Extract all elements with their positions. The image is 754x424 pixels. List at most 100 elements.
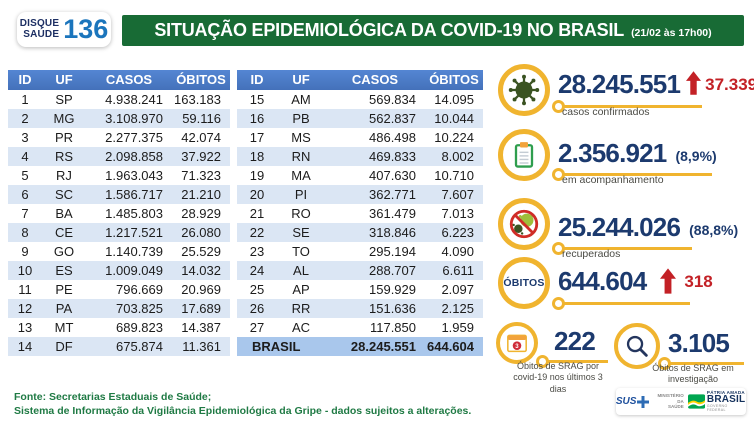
- cell-uf: RN: [291, 149, 311, 164]
- monitoring-number-row: 2.356.921 (8,9%): [558, 140, 717, 166]
- recovered-pct: (88,8%): [689, 222, 739, 238]
- cell-casos: 2.098.858: [105, 149, 163, 164]
- cell-obitos: 37.922: [181, 149, 221, 164]
- cell-uf: GO: [53, 244, 75, 259]
- cell-uf: AC: [291, 320, 311, 335]
- column-header: ID: [250, 72, 264, 87]
- recovered-label: recuperados: [562, 248, 621, 260]
- cell-obitos: 8.002: [441, 149, 474, 164]
- table-row: 11 PE 796.669 20.969: [8, 280, 230, 299]
- cell-id: 10: [17, 263, 33, 278]
- total-label: BRASIL: [252, 339, 301, 354]
- cell-casos: 151.636: [369, 301, 416, 316]
- cell-casos: 1.009.049: [105, 263, 163, 278]
- table-row: 8 CE 1.217.521 26.080: [8, 223, 230, 242]
- recovered-number-row: 25.244.026 (88,8%): [558, 214, 738, 240]
- cell-uf: PA: [55, 301, 73, 316]
- table-row: 18 RN 469.833 8.002: [237, 147, 483, 166]
- cell-id: 1: [21, 92, 29, 107]
- cell-uf: PR: [54, 130, 74, 145]
- cell-casos: 288.707: [369, 263, 416, 278]
- cell-obitos: 6.223: [441, 225, 474, 240]
- cell-casos: 1.485.803: [105, 206, 163, 221]
- clipboard-icon-glyph: [514, 142, 534, 168]
- cell-obitos: 14.032: [181, 263, 221, 278]
- srag-deaths-label: Óbitos de SRAG por covid-19 nos últimos …: [513, 361, 603, 394]
- clipboard-icon: [498, 129, 550, 181]
- cell-id: 9: [21, 244, 29, 259]
- monitoring-value: 2.356.921: [558, 138, 667, 168]
- column-header: ÓBITOS: [176, 72, 226, 87]
- cell-obitos: 21.210: [181, 187, 221, 202]
- cell-obitos: 26.080: [181, 225, 221, 240]
- cell-casos: 295.194: [369, 244, 416, 259]
- brasil-brand-text: PÁTRIA AMADA BRASIL GOVERNO FEDERAL: [706, 389, 746, 413]
- cell-id: 4: [21, 149, 29, 164]
- cell-id: 7: [21, 206, 29, 221]
- brand-top-label: PÁTRIA AMADA: [706, 389, 745, 395]
- cell-uf: MT: [54, 320, 74, 335]
- table-row: 16 PB 562.837 10.044: [237, 109, 483, 128]
- cell-obitos: 163.183: [174, 92, 221, 107]
- cell-id: 11: [18, 282, 32, 297]
- srag-investigation-number-row: 3.105: [668, 328, 730, 358]
- table-row: 17 MS 486.498 10.224: [237, 128, 483, 147]
- deaths-delta: 318: [684, 272, 713, 291]
- cell-casos: 1.140.739: [105, 244, 163, 259]
- cell-casos: 3.108.970: [105, 111, 163, 126]
- underline-monitoring: [552, 168, 712, 181]
- stat-srag-deaths: 3 222 Óbitos de SRAG por covid-19 nos úl…: [496, 318, 614, 394]
- table-row: 6 SC 1.586.717 21.210: [8, 185, 230, 204]
- cell-uf: AL: [293, 263, 309, 278]
- srag-investigation-value: 3.105: [668, 328, 730, 358]
- government-logos: SUS MINISTÉRIO DA SAÚDE PÁTRIA AMADA BRA…: [616, 388, 746, 415]
- deaths-number-row: 644.604 318: [558, 268, 713, 294]
- table-row: 21 RO 361.479 7.013: [237, 204, 483, 223]
- stat-srag-investigation: 3.105 Óbitos de SRAG em investigação: [612, 318, 754, 390]
- column-header: ÓBITOS: [429, 72, 479, 87]
- cell-uf: CE: [54, 225, 74, 240]
- cell-id: 5: [21, 168, 29, 183]
- table-row: 5 RJ 1.963.043 71.323: [8, 166, 230, 185]
- sus-logo: SUS: [616, 395, 650, 408]
- brasil-brand-logo: PÁTRIA AMADA BRASIL GOVERNO FEDERAL: [687, 389, 746, 413]
- table-row: 23 TO 295.194 4.090: [237, 242, 483, 261]
- source-line2: Sistema de Informação da Vigilância Epid…: [14, 404, 472, 417]
- cell-id: 22: [249, 225, 265, 240]
- confirmed-number-row: 28.245.551 37.339: [558, 71, 754, 97]
- cell-uf: MA: [291, 168, 311, 183]
- cell-casos: 117.850: [369, 320, 416, 335]
- ministry-line1: MINISTÉRIO DA: [657, 393, 684, 404]
- table-row: 2 MG 3.108.970 59.116: [8, 109, 230, 128]
- cell-casos: 469.833: [369, 149, 416, 164]
- cell-obitos: 7.013: [441, 206, 474, 221]
- cell-obitos: 2.125: [441, 301, 474, 316]
- cell-obitos: 11.361: [182, 339, 221, 354]
- table-row: 19 MA 407.630 10.710: [237, 166, 483, 185]
- stat-monitoring: 2.356.921 (8,9%) em acompanhamento: [496, 126, 754, 190]
- table-row: 20 PI 362.771 7.607: [237, 185, 483, 204]
- cell-uf: RS: [54, 149, 74, 164]
- cell-id: 20: [249, 187, 265, 202]
- underline-confirmed: [552, 100, 702, 113]
- ministry-label: MINISTÉRIO DA SAÚDE: [657, 393, 683, 409]
- srag-investigation-label: Óbitos de SRAG em investigação: [652, 363, 734, 385]
- cell-casos: 362.771: [369, 187, 416, 202]
- table-row: 25 AP 159.929 2.097: [237, 280, 483, 299]
- cell-id: 3: [21, 130, 29, 145]
- cell-casos: 2.277.375: [105, 130, 163, 145]
- table-row: 9 GO 1.140.739 25.529: [8, 242, 230, 261]
- monitoring-label: em acompanhamento: [562, 174, 664, 186]
- cell-id: 26: [249, 301, 265, 316]
- cell-id: 2: [21, 111, 29, 126]
- cell-casos: 569.834: [369, 92, 416, 107]
- cell-id: 16: [249, 111, 265, 126]
- cell-obitos: 25.529: [181, 244, 221, 259]
- table-row: 4 RS 2.098.858 37.922: [8, 147, 230, 166]
- cell-obitos: 10.044: [434, 111, 474, 126]
- table-row: 10 ES 1.009.049 14.032: [8, 261, 230, 280]
- cell-casos: 159.929: [369, 282, 416, 297]
- table-left-header: ID UF CASOS ÓBITOS: [8, 70, 230, 90]
- cell-casos: 675.874: [116, 339, 163, 354]
- srag-deaths-value: 222: [554, 326, 596, 356]
